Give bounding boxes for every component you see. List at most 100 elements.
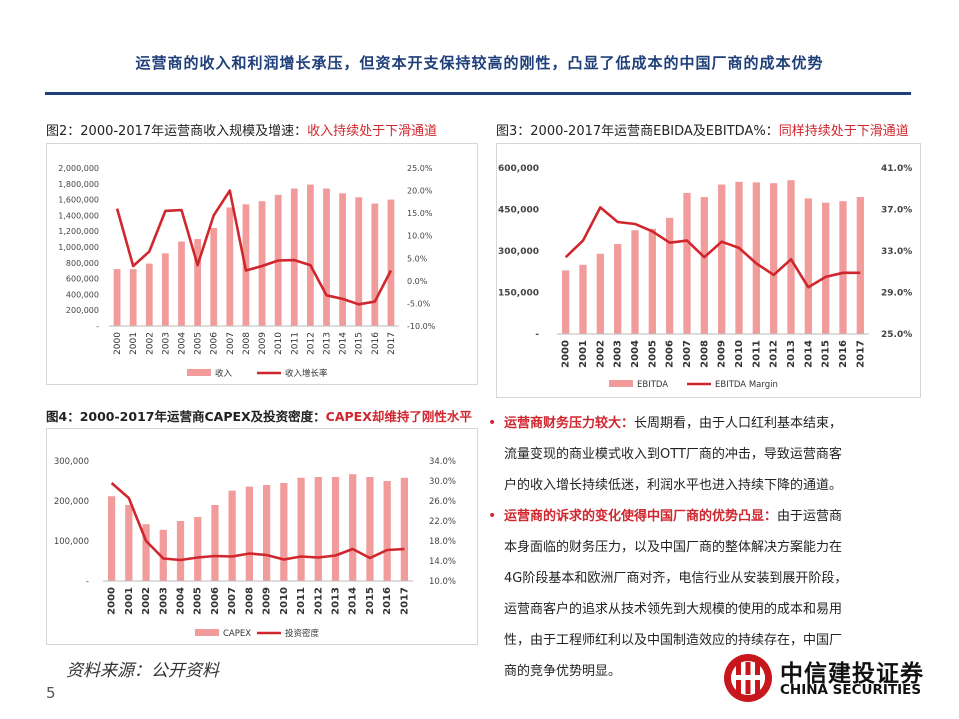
bar <box>297 477 305 581</box>
right-axis-tick-label: 25.0% <box>407 164 433 173</box>
header-rule <box>45 92 911 95</box>
legend-label: 收入增长率 <box>285 368 328 379</box>
bar <box>280 483 288 581</box>
bar <box>856 197 864 334</box>
bar <box>787 180 795 334</box>
x-axis-tick-label: 2017 <box>855 340 866 368</box>
left-axis-tick-label: 100,000 <box>54 537 89 547</box>
fig4-title-prefix: 图4：2000-2017年运营商CAPEX及投资密度： <box>46 409 326 424</box>
fig2-title-prefix: 图2：2000-2017年运营商收入规模及增速： <box>46 124 308 139</box>
left-axis-tick-label: 2,000,000 <box>58 164 99 173</box>
bar <box>307 184 314 326</box>
right-axis-tick-label: 15.0% <box>407 209 433 218</box>
x-axis-tick-label: 2005 <box>193 587 204 615</box>
bullet-line: 商的竞争优势明显。 <box>504 664 622 679</box>
bullet-lead: 运营商财务压力较大： <box>504 416 635 431</box>
left-axis-tick-label: 400,000 <box>66 290 99 299</box>
company-logo: 中信建投证券 CHINA SECURITIES <box>722 650 923 706</box>
left-axis-tick-label: 600,000 <box>498 164 539 174</box>
left-axis-tick-label: 200,000 <box>54 497 89 507</box>
x-axis-tick-label: 2012 <box>306 332 316 355</box>
right-axis-tick-label: 34.0% <box>429 457 456 467</box>
x-axis-tick-label: 2002 <box>141 587 152 615</box>
legend-label: EBITDA Margin <box>715 380 778 390</box>
x-axis-tick-label: 2001 <box>124 587 135 615</box>
fig2-title-highlight: 收入持续处于下滑通道 <box>307 124 438 139</box>
right-axis-tick-label: 18.0% <box>429 537 456 547</box>
right-axis-tick-label: 25.0% <box>881 330 912 340</box>
bar <box>735 181 743 334</box>
legend-label: 收入 <box>215 368 233 379</box>
left-axis-tick-label: 1,400,000 <box>58 211 99 220</box>
bar <box>113 269 121 326</box>
bar <box>400 477 409 581</box>
x-axis-tick-label: 2010 <box>279 587 290 615</box>
bar <box>631 230 639 334</box>
left-axis-tick-label: 200,000 <box>66 306 99 315</box>
x-axis-tick-label: 2013 <box>786 340 797 368</box>
bullet-line: 由于运营商 <box>777 509 843 524</box>
bar <box>142 524 150 581</box>
right-axis-tick-label: 10.0% <box>429 577 456 587</box>
bar <box>383 481 391 581</box>
bar <box>355 197 363 326</box>
bullet-dot-icon: • <box>488 508 497 524</box>
x-axis-tick-label: 2011 <box>751 340 762 368</box>
legend-label: 投资密度 <box>285 628 320 639</box>
right-axis-tick-label: 22.0% <box>429 517 456 527</box>
x-axis-tick-label: 2000 <box>561 340 572 368</box>
x-axis-tick-label: 2001 <box>129 332 139 355</box>
fig2-title: 图2：2000-2017年运营商收入规模及增速：收入持续处于下滑通道 <box>46 120 437 139</box>
bar <box>129 269 137 326</box>
x-axis-tick-label: 2016 <box>371 332 381 355</box>
bar <box>226 207 234 326</box>
bullet-line: 4G阶段基本和欧洲厂商对齐，电信行业从安装到展开阶段， <box>504 571 848 586</box>
x-axis-tick-label: 2015 <box>821 340 832 368</box>
right-axis-tick-label: 26.0% <box>429 497 456 507</box>
x-axis-tick-label: 2001 <box>578 340 589 368</box>
x-axis-tick-label: 2002 <box>595 340 606 368</box>
right-axis-tick-label: 33.0% <box>881 247 912 257</box>
bullet-lead: 运营商的诉求的变化使得中国厂商的优势凸显： <box>504 509 778 524</box>
x-axis-tick-label: 2017 <box>387 332 397 355</box>
x-axis-tick-label: 2016 <box>382 587 393 615</box>
bar <box>258 201 266 326</box>
x-axis-tick-label: 2013 <box>331 587 342 615</box>
citic-logo-icon <box>724 654 772 702</box>
bar <box>683 192 691 334</box>
bar <box>614 244 622 334</box>
x-axis-tick-label: 2006 <box>210 332 220 355</box>
bar <box>228 490 236 581</box>
right-axis-tick-label: 5.0% <box>407 254 428 263</box>
fig4-title: 图4：2000-2017年运营商CAPEX及投资密度：CAPEX却维持了刚性水平 <box>46 406 472 425</box>
legend-label: EBITDA <box>637 380 668 390</box>
bar <box>211 505 219 581</box>
left-axis-tick-label: 600,000 <box>66 275 99 284</box>
right-axis-tick-label: 14.0% <box>429 557 456 567</box>
fig4-title-highlight: CAPEX却维持了刚性水平 <box>325 409 472 424</box>
bullet-dot-icon: • <box>488 415 497 431</box>
x-axis-tick-label: 2003 <box>158 587 169 615</box>
left-axis-tick-label: 1,600,000 <box>58 196 99 205</box>
left-axis-tick-label: - <box>96 322 99 331</box>
x-axis-tick-label: 2014 <box>339 332 349 355</box>
left-axis-tick-label: 150,000 <box>498 289 539 299</box>
left-axis-tick-label: 300,000 <box>498 247 539 257</box>
x-axis-tick-label: 2016 <box>838 340 849 368</box>
left-axis-tick-label: 1,200,000 <box>58 227 99 236</box>
bar <box>579 264 587 334</box>
bar <box>562 270 570 334</box>
legend-swatch-bar <box>187 369 211 376</box>
fig4-chart: 300,000 200,000 100,000 - 34.0% 30.0% 26.0% 22.… <box>54 457 456 639</box>
bar <box>648 228 656 334</box>
bar <box>700 197 708 334</box>
left-axis-tick-label: 1,800,000 <box>58 180 99 189</box>
x-axis-tick-label: 2008 <box>244 587 255 615</box>
bar <box>752 182 760 334</box>
fig2-panel: 2,000,000 1,800,000 1,600,000 1,400,000 1,20… <box>46 143 478 385</box>
x-axis-tick-label: 2012 <box>313 587 324 615</box>
bar <box>371 203 379 326</box>
bar <box>210 228 218 326</box>
x-axis-tick-label: 2010 <box>734 340 745 368</box>
x-axis-tick-label: 2013 <box>323 332 333 355</box>
